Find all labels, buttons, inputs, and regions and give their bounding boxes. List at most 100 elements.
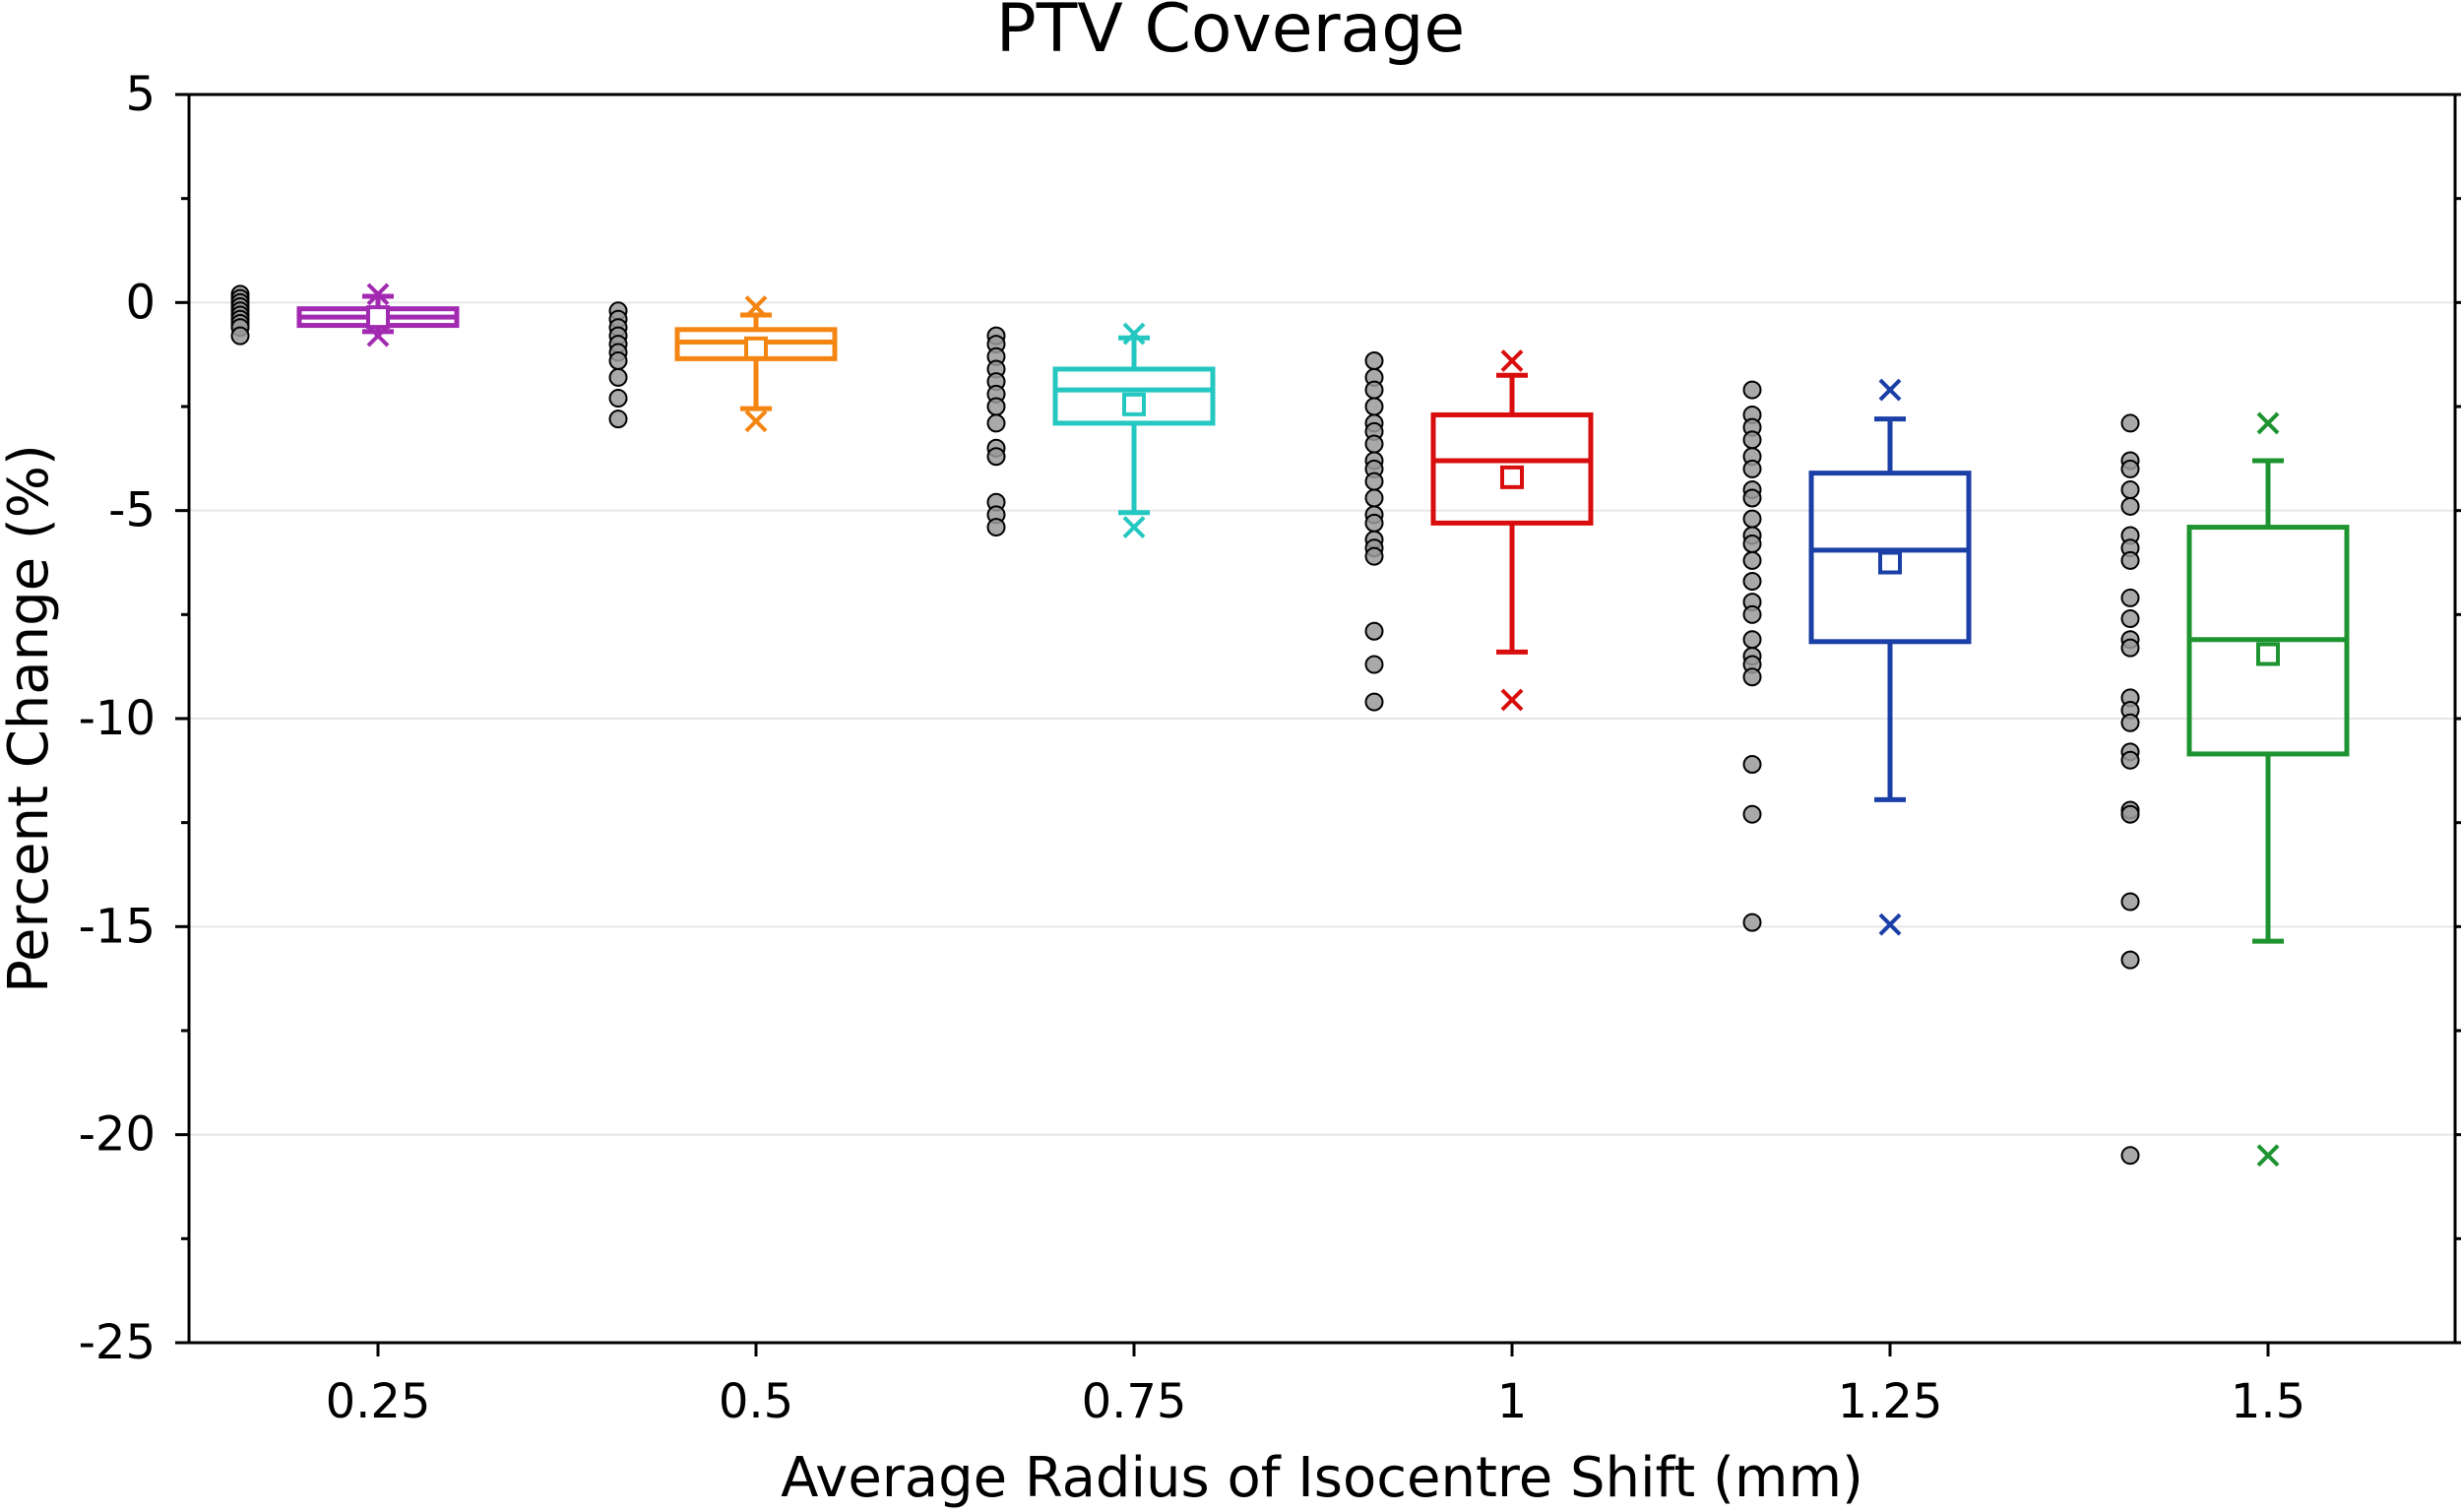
data-point <box>2120 950 2140 970</box>
mean-marker <box>1878 550 1902 575</box>
data-point <box>2120 550 2140 570</box>
grid-lines <box>189 301 2455 1136</box>
data-point <box>1742 488 1762 508</box>
marker-stroke <box>2256 411 2280 435</box>
marker-stroke <box>1878 913 1902 936</box>
data-point <box>1742 534 1762 553</box>
min-marker <box>1878 913 1902 936</box>
data-point <box>2120 713 2140 732</box>
data-point <box>2120 480 2140 500</box>
x-tick-label: 1.25 <box>1838 1374 1943 1429</box>
x-tick-label: 0.75 <box>1082 1374 1187 1429</box>
data-point <box>986 447 1006 467</box>
data-point <box>986 518 1006 537</box>
min-marker <box>366 324 390 347</box>
mean-marker <box>1500 465 1524 489</box>
data-point <box>1742 459 1762 478</box>
data-point <box>1364 380 1384 400</box>
marker-stroke <box>2256 1144 2280 1167</box>
series-group-1.5 <box>2120 411 2350 1167</box>
series-group-0.25 <box>230 283 460 347</box>
plot-area <box>230 283 2350 1167</box>
min-marker <box>2256 1144 2280 1167</box>
max-marker <box>1500 349 1524 372</box>
data-point <box>1742 572 1762 592</box>
iqr-box <box>1808 471 1972 645</box>
min-marker <box>1500 688 1524 712</box>
data-point <box>1364 351 1384 371</box>
data-point <box>1742 667 1762 687</box>
y-tick-label: 5 <box>125 67 156 122</box>
data-point <box>2120 588 2140 607</box>
marker-stroke <box>1122 322 1146 346</box>
max-marker <box>366 283 390 306</box>
data-point <box>1364 655 1384 674</box>
mean-marker <box>1122 392 1146 416</box>
data-point <box>1742 380 1762 400</box>
y-tick-label: -5 <box>108 483 156 538</box>
x-tick-label: 0.25 <box>326 1374 431 1429</box>
mean-marker <box>744 336 768 360</box>
min-marker <box>744 410 768 433</box>
data-point <box>1742 754 1762 774</box>
data-point <box>608 351 628 371</box>
data-point <box>2120 804 2140 824</box>
data-point <box>608 410 628 429</box>
max-marker <box>744 295 768 318</box>
max-marker <box>2256 411 2280 435</box>
data-point <box>1364 513 1384 533</box>
iqr-box <box>1052 366 1216 426</box>
x-tick-label: 0.5 <box>719 1374 793 1429</box>
series-group-0.75 <box>986 322 1216 538</box>
data-point <box>2120 609 2140 629</box>
max-marker <box>1878 378 1902 402</box>
data-point <box>1742 913 1762 932</box>
mean-marker <box>366 305 390 330</box>
data-point <box>2120 459 2140 478</box>
data-point <box>2120 413 2140 433</box>
data-point <box>230 326 250 346</box>
marker-stroke <box>1500 688 1524 712</box>
marker-stroke <box>366 283 390 306</box>
marker-stroke <box>744 295 768 318</box>
data-point <box>2120 750 2140 770</box>
data-point <box>1742 550 1762 570</box>
data-point <box>2120 892 2140 912</box>
data-point <box>2120 496 2140 516</box>
x-tick-label: 1.5 <box>2231 1374 2305 1429</box>
data-point <box>1364 621 1384 641</box>
series-group-0.5 <box>608 295 838 433</box>
data-point <box>986 413 1006 433</box>
y-tick-label: 0 <box>125 275 156 330</box>
chart-title: PTV Coverage <box>996 0 1465 68</box>
series-group-1 <box>1364 349 1594 712</box>
mean-marker <box>2256 642 2280 666</box>
data-point <box>1364 472 1384 491</box>
data-point <box>1364 692 1384 712</box>
iqr-box <box>1430 411 1594 526</box>
data-point <box>1742 604 1762 624</box>
x-tick-label: 1 <box>1497 1374 1528 1429</box>
y-axis: 5 0 -5 -10 -15 -20 -25 <box>79 67 2461 1370</box>
data-point <box>2120 638 2140 658</box>
data-point <box>1742 804 1762 824</box>
data-point <box>1364 397 1384 416</box>
marker-stroke <box>744 410 768 433</box>
marker-stroke <box>1122 516 1146 538</box>
data-point <box>608 389 628 409</box>
series-group-1.25 <box>1742 378 1972 936</box>
data-point <box>1742 430 1762 450</box>
data-point <box>986 397 1006 416</box>
marker-stroke <box>1500 349 1524 372</box>
x-axis-title: Average Radius of Isocentre Shift (mm) <box>781 1446 1863 1510</box>
x-axis: 0.25 0.5 0.75 1 1.25 1.5 <box>326 1343 2305 1429</box>
marker-stroke <box>366 324 390 347</box>
y-tick-label: -25 <box>79 1315 156 1370</box>
data-point <box>2120 1146 2140 1166</box>
min-marker <box>1122 516 1146 538</box>
data-point <box>608 367 628 387</box>
data-point <box>1364 434 1384 454</box>
y-tick-label: -20 <box>79 1107 156 1163</box>
marker-stroke <box>1878 378 1902 402</box>
